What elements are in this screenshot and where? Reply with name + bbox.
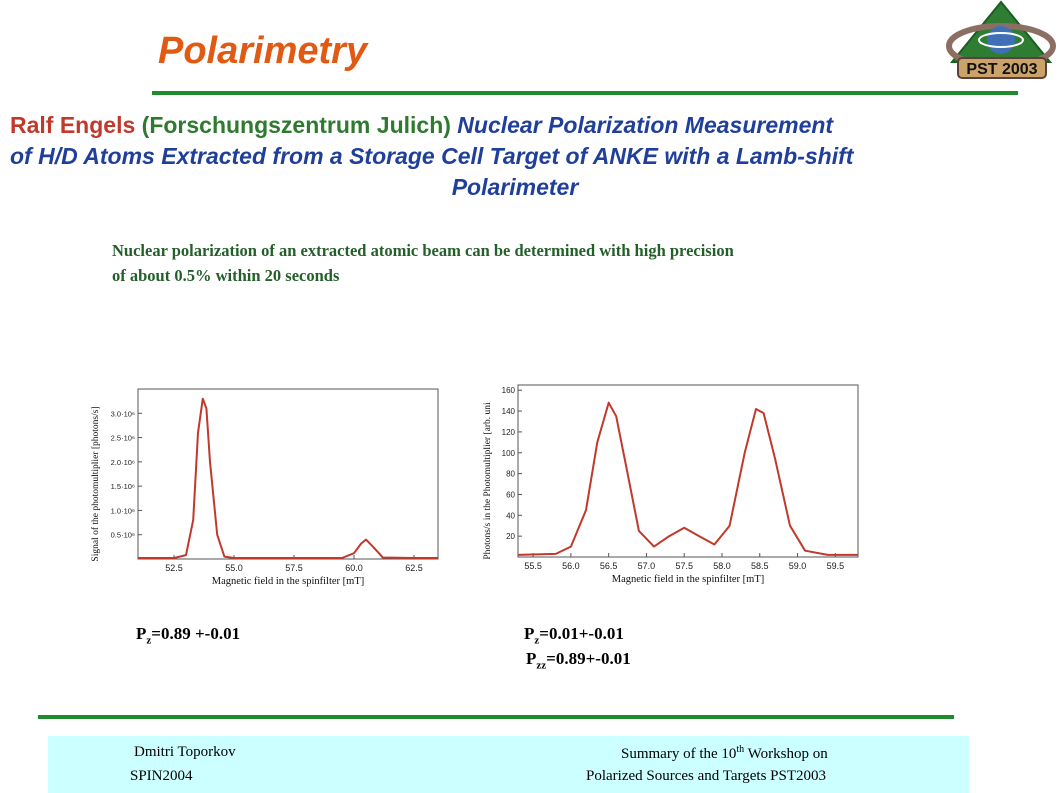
plot-left-x-tick-label: 52.5	[165, 563, 183, 573]
paper-title-1: Nuclear Polarization Measurement	[457, 112, 834, 138]
plot-right-x-tick-label: 56.5	[600, 561, 618, 571]
plot-right-svg: 55.5 56.0 56.5 57.0 57.5 58.0 58.5 59.0 59.5 20 40…	[483, 384, 859, 585]
footer-summary: Summary of the 10th Workshop on	[621, 744, 828, 763]
plot-left-frame	[137, 388, 439, 560]
plot-right-curve	[517, 401, 858, 556]
plot-left-y-tick-label: 2.5·10⁶	[111, 434, 135, 443]
plot-left: 52.5 55.0 57.5 60.0 62.5 0.5·10⁶ 1.0·10⁶ 1.5·10…	[86, 384, 446, 596]
result-right-pz-sub: z	[534, 634, 540, 647]
result-left-value: =0.89 +-0.01	[151, 624, 241, 643]
plot-right-y-tick-label: 20	[506, 532, 515, 541]
plot-right-x-tick-label: 57.5	[675, 561, 693, 571]
plot-right-x-tick-label: 59.5	[827, 561, 845, 571]
intro-line-2: of about 0.5% within 20 seconds	[112, 266, 340, 285]
footer-presenter: Dmitri Toporkov	[134, 744, 236, 760]
plot-right-x-tick-label: 56.0	[562, 561, 580, 571]
result-left: Pz=0.89 +-0.01	[136, 624, 240, 646]
talk-heading: Ralf Engels (Forschungszentrum Julich) N…	[10, 110, 1020, 203]
footer-summary-sup: th	[736, 744, 745, 755]
result-right-pzz: Pzz=0.89+-0.01	[526, 649, 631, 671]
plot-right-x-tick-label: 58.5	[751, 561, 769, 571]
plot-right-y-tick-label: 160	[502, 386, 516, 395]
plot-right-y-tick-label: 40	[506, 511, 515, 520]
footer-conference: SPIN2004	[130, 768, 193, 784]
result-right-pzz-symbol: P	[526, 649, 537, 668]
plot-right-frame	[517, 384, 859, 558]
plot-right-ylabel: Photons/s in the Photomultiplier [arb. u…	[483, 402, 493, 560]
plot-right-x-tick-label: 57.0	[638, 561, 656, 571]
plot-left-curve	[138, 397, 438, 559]
plot-left-y-tick-label: 2.0·10⁶	[111, 458, 135, 467]
plot-right-x-tick-label: 59.0	[789, 561, 807, 571]
plot-right-xlabel: Magnetic field in the spinfilter [mT]	[612, 574, 765, 585]
plot-right-x-tick-label: 55.5	[524, 561, 542, 571]
plot-left-y-tick-label: 3.0·10⁶	[111, 409, 135, 418]
logo-graphic: PST 2003	[946, 0, 1056, 79]
result-right-pzz-sub: zz	[536, 659, 547, 672]
plot-right-y-tick-label: 140	[502, 407, 516, 416]
result-right-pz-symbol: P	[524, 624, 535, 643]
plot-right-y-tick-label: 60	[506, 490, 515, 499]
plot-left-y-tick-label: 0.5·10⁶	[111, 531, 135, 540]
plot-right: 55.5 56.0 56.5 57.0 57.5 58.0 58.5 59.0 59.5 20 40…	[478, 380, 863, 596]
plot-right-y-tick-label: 120	[502, 428, 516, 437]
institution: (Forschungszentrum Julich)	[141, 112, 451, 138]
plot-right-y-tick-label: 80	[506, 470, 515, 479]
plot-left-x-tick-label: 60.0	[345, 563, 363, 573]
result-right-pzz-value: =0.89+-0.01	[546, 649, 631, 668]
footer-summary-a: Summary of the 10	[621, 746, 737, 762]
top-rule	[152, 91, 1018, 95]
plot-left-y-tick-label: 1.0·10⁶	[111, 506, 135, 515]
plot-right-y-tick-label: 100	[502, 449, 516, 458]
footer-workshop: Polarized Sources and Targets PST2003	[586, 768, 827, 784]
intro-line-1: Nuclear polarization of an extracted ato…	[112, 241, 734, 260]
intro-text: Nuclear polarization of an extracted ato…	[112, 238, 932, 288]
footer-bar: Dmitri Toporkov SPIN2004 Summary of the …	[48, 736, 969, 793]
plot-right-x-tick-label: 58.0	[713, 561, 731, 571]
plot-left-x-tick-label: 55.0	[225, 563, 243, 573]
result-right-pz-value: =0.01+-0.01	[539, 624, 624, 643]
result-right-pz: Pz=0.01+-0.01	[524, 624, 624, 646]
paper-title-2: of H/D Atoms Extracted from a Storage Ce…	[10, 143, 854, 169]
plot-left-x-tick-label: 62.5	[405, 563, 423, 573]
plot-left-xlabel: Magnetic field in the spinfilter [mT]	[212, 576, 365, 587]
bottom-rule	[38, 715, 954, 719]
result-left-sub: z	[146, 634, 152, 647]
logo-text: PST 2003	[966, 61, 1037, 78]
author-name: Ralf Engels	[10, 112, 136, 138]
plot-left-y-tick-label: 1.5·10⁶	[111, 482, 135, 491]
plot-left-svg: 52.5 55.0 57.5 60.0 62.5 0.5·10⁶ 1.0·10⁶ 1.5·10…	[90, 388, 439, 587]
plot-left-ylabel: Signal of the photomultiplier [photons/s…	[90, 406, 101, 561]
footer-summary-b: Workshop on	[744, 746, 828, 762]
plot-left-x-tick-label: 57.5	[285, 563, 303, 573]
slide-title: Polarimetry	[158, 30, 368, 72]
pst2003-logo: PST 2003	[944, 0, 1058, 84]
result-left-symbol: P	[136, 624, 147, 643]
paper-title-3: Polarimeter	[451, 174, 579, 200]
